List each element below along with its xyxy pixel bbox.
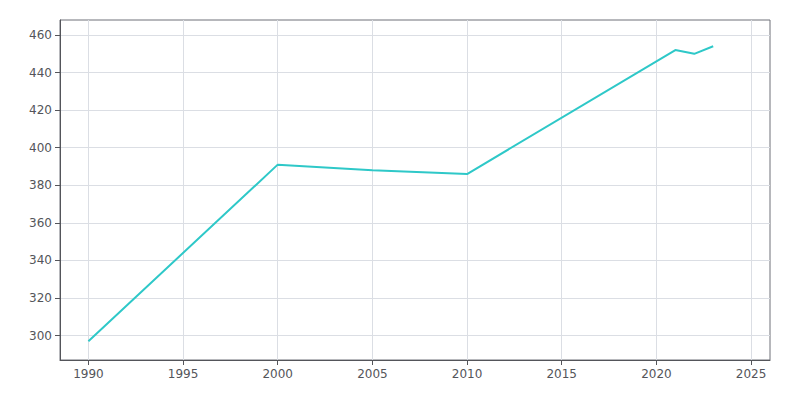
svg-text:380: 380 (29, 178, 52, 192)
svg-text:340: 340 (29, 253, 52, 267)
svg-text:420: 420 (29, 103, 52, 117)
svg-text:320: 320 (29, 291, 52, 305)
svg-text:2025: 2025 (736, 367, 767, 381)
svg-text:2000: 2000 (262, 367, 293, 381)
svg-text:300: 300 (29, 329, 52, 343)
svg-text:2020: 2020 (641, 367, 672, 381)
svg-text:2010: 2010 (452, 367, 483, 381)
svg-text:1995: 1995 (168, 367, 199, 381)
svg-text:440: 440 (29, 66, 52, 80)
svg-text:400: 400 (29, 141, 52, 155)
svg-text:1990: 1990 (73, 367, 104, 381)
svg-text:2015: 2015 (546, 367, 577, 381)
svg-text:460: 460 (29, 28, 52, 42)
svg-text:2005: 2005 (357, 367, 388, 381)
svg-text:360: 360 (29, 216, 52, 230)
